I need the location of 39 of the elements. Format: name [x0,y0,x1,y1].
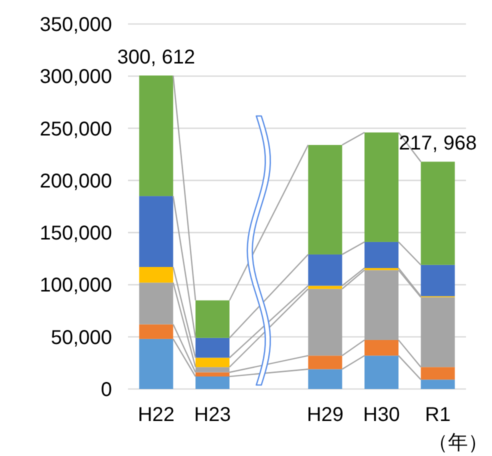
bar [364,340,398,356]
total-label: 217, 968 [398,132,477,155]
x-axis-title: （年） [428,432,488,454]
bar [364,132,398,242]
bar [196,338,230,358]
y-tick-label: 300,000 [40,66,112,88]
bar [196,376,230,389]
bar [196,300,230,338]
y-tick-label: 150,000 [40,222,112,245]
bar [308,144,342,254]
y-tick-label: 350,000 [40,14,112,36]
bar [364,242,398,268]
bar [196,358,230,368]
y-tick-label: 100,000 [40,274,112,297]
bar [139,76,174,196]
bar [139,338,174,389]
bar [420,380,455,389]
y-tick-label: 250,000 [40,118,112,140]
bar [196,372,230,376]
bar [364,356,398,389]
bar [420,367,455,380]
bar [420,162,455,265]
y-tick-label: 50,000 [50,326,112,349]
bar [308,286,342,289]
x-tick-label: H23 [194,404,231,426]
bar [308,369,342,389]
x-tick-label: H29 [306,404,344,426]
bar [139,266,174,283]
y-tick-label: 200,000 [40,170,112,192]
bar [139,196,174,267]
bar [420,264,455,296]
x-tick-label: H22 [138,404,175,426]
bar [308,356,342,370]
x-tick-label: R1 [425,404,451,426]
total-label: 300, 612 [117,46,196,69]
bar [139,324,174,339]
bar [308,254,342,286]
x-tick-label: H30 [363,404,400,426]
y-tick-label: 0 [100,379,112,401]
